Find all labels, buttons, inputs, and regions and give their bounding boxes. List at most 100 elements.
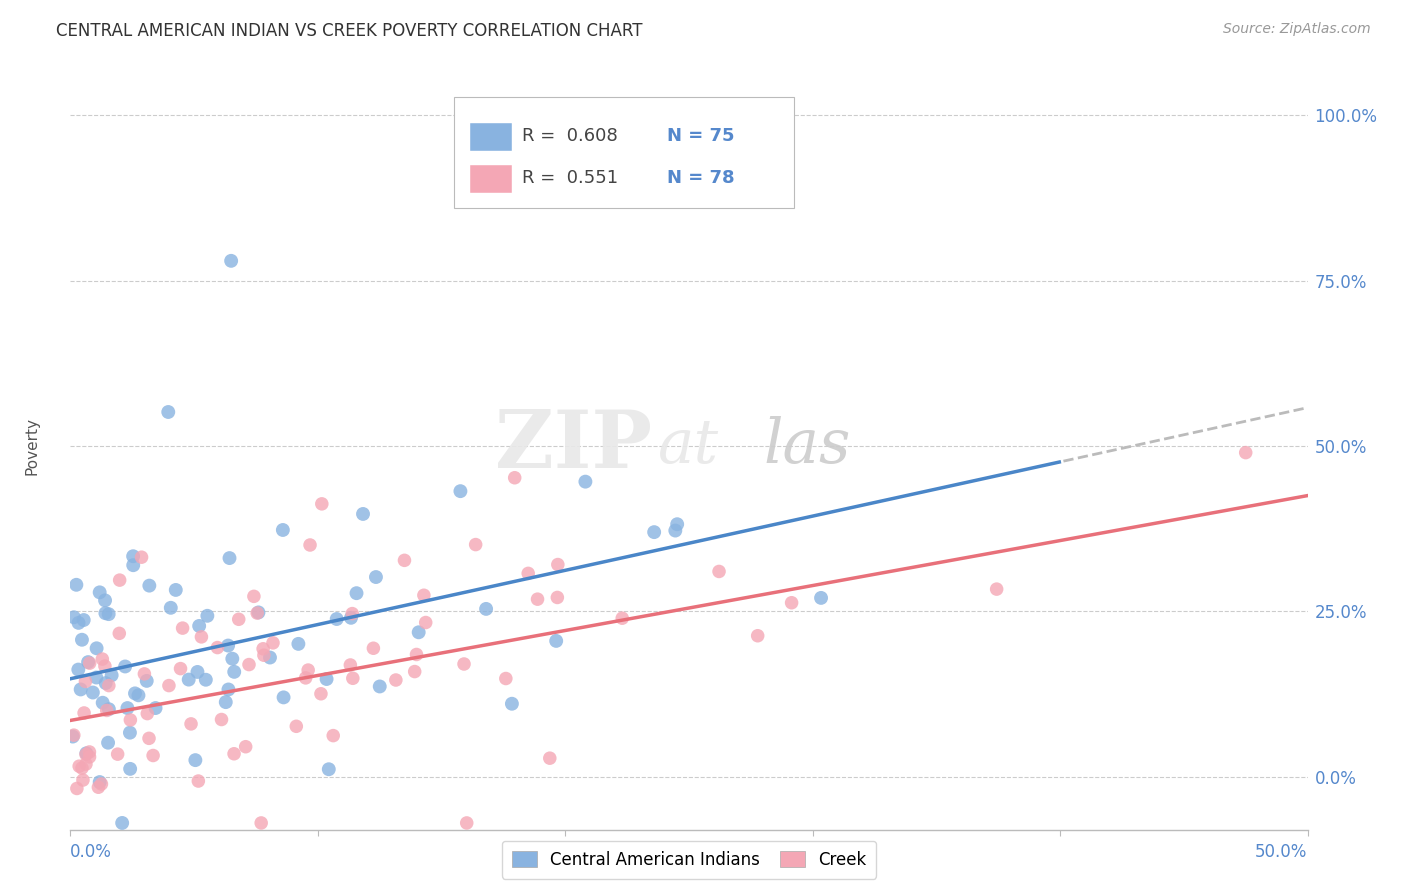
Point	[172, 621, 194, 635]
Point	[394, 553, 416, 567]
Text: 50.0%: 50.0%	[1256, 843, 1308, 861]
Text: at: at	[658, 416, 720, 476]
Point	[252, 641, 274, 656]
Point	[385, 673, 408, 687]
Text: ZIP: ZIP	[495, 407, 652, 485]
Point	[97, 607, 120, 621]
Point	[165, 582, 187, 597]
Point	[184, 753, 207, 767]
Point	[408, 625, 430, 640]
Point	[707, 565, 730, 579]
Point	[127, 688, 149, 702]
Point	[224, 665, 246, 679]
Point	[94, 659, 117, 673]
Point	[415, 615, 437, 630]
Point	[97, 679, 120, 693]
Point	[405, 648, 427, 662]
Point	[352, 507, 374, 521]
Point	[325, 612, 347, 626]
Point	[299, 538, 322, 552]
Point	[72, 772, 94, 787]
Point	[82, 685, 104, 699]
Point	[107, 747, 129, 761]
Point	[180, 717, 202, 731]
Point	[503, 471, 526, 485]
Point	[122, 549, 145, 564]
Text: las: las	[763, 416, 851, 476]
Point	[747, 629, 769, 643]
Point	[91, 652, 114, 666]
Text: Poverty: Poverty	[24, 417, 39, 475]
Point	[664, 524, 686, 538]
Point	[207, 640, 229, 655]
Point	[75, 747, 97, 762]
FancyBboxPatch shape	[470, 165, 512, 193]
Text: N = 75: N = 75	[666, 127, 734, 145]
Point	[526, 592, 548, 607]
Point	[219, 253, 242, 268]
Point	[456, 816, 478, 830]
Point	[194, 673, 217, 687]
FancyBboxPatch shape	[470, 123, 512, 151]
Point	[94, 676, 117, 690]
Point	[94, 606, 117, 620]
Point	[250, 816, 273, 830]
Point	[297, 663, 319, 677]
Point	[339, 658, 361, 673]
Point	[259, 650, 281, 665]
Point	[100, 668, 122, 682]
Point	[495, 672, 517, 686]
Point	[89, 585, 111, 599]
Point	[134, 666, 156, 681]
Point	[94, 593, 117, 607]
Point	[449, 484, 471, 499]
Point	[75, 757, 97, 772]
Point	[124, 686, 146, 700]
Point	[86, 671, 108, 685]
Point	[727, 108, 749, 122]
Point	[612, 611, 634, 625]
Text: R =  0.608: R = 0.608	[522, 127, 617, 145]
Point	[117, 701, 139, 715]
Point	[138, 731, 160, 746]
Point	[177, 673, 200, 687]
Point	[643, 525, 665, 540]
Point	[412, 588, 434, 602]
Point	[318, 762, 340, 776]
Text: CENTRAL AMERICAN INDIAN VS CREEK POVERTY CORRELATION CHART: CENTRAL AMERICAN INDIAN VS CREEK POVERTY…	[56, 22, 643, 40]
Point	[75, 674, 97, 689]
Point	[475, 602, 498, 616]
Point	[90, 777, 112, 791]
Point	[342, 671, 364, 685]
Point	[517, 566, 540, 581]
Point	[294, 671, 316, 685]
Point	[217, 639, 239, 653]
Point	[368, 680, 391, 694]
Point	[342, 607, 364, 621]
Point	[238, 657, 260, 672]
Point	[188, 619, 211, 633]
Point	[97, 702, 120, 716]
Point	[547, 558, 569, 572]
Point	[63, 610, 86, 624]
Point	[186, 665, 208, 679]
Point	[287, 637, 309, 651]
Point	[780, 596, 803, 610]
Point	[404, 665, 426, 679]
Point	[273, 690, 295, 705]
Point	[86, 641, 108, 656]
Point	[70, 761, 93, 775]
Point	[108, 573, 131, 587]
Point	[218, 551, 240, 566]
Point	[453, 657, 475, 671]
Point	[62, 730, 84, 744]
Point	[97, 736, 120, 750]
Point	[986, 582, 1008, 596]
Point	[363, 641, 385, 656]
Point	[546, 591, 568, 605]
Point	[666, 517, 689, 532]
Point	[120, 713, 142, 727]
Point	[73, 706, 96, 720]
Point	[79, 745, 101, 759]
Point	[120, 762, 142, 776]
